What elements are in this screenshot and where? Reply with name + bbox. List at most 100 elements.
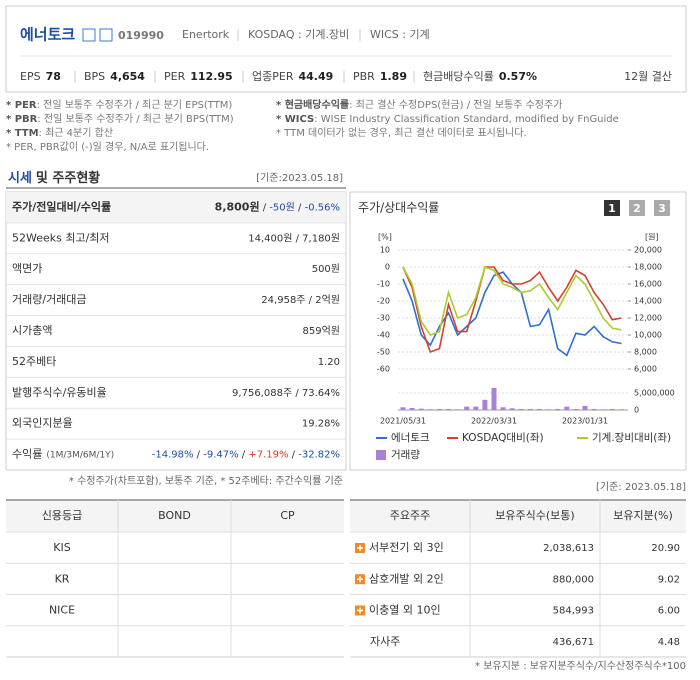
note: * TTM: 최근 4분기 합산 [6,127,113,139]
row-label: 수익률 (1M/3M/6M/1Y) [12,448,114,461]
series-line [402,266,622,354]
volume-bar [555,408,561,410]
shareholder-name: 자사주 [370,635,400,648]
volume-bar [509,408,515,410]
section-title: 시세 및 주주현황 [8,170,100,186]
credit-cell: KR [55,572,70,585]
volume-bar [418,408,424,410]
y-tick-label: 10 [380,246,390,255]
volume-bar [446,408,451,410]
table-header: 신용등급 [42,509,82,522]
label: 발행주식수/유동비율 [12,386,107,399]
note-desc: : 전일 보통주 수정주가 / 최근 분기 EPS(TTM) [37,99,233,111]
volume-bar [573,408,579,410]
row-label: 거래량/거래대금 [12,293,87,306]
volume-bar [618,409,624,410]
table-header: BOND [158,509,191,522]
note-desc: : 전일 보통주 수정주가 / 최근 분기 BPS(TTM) [37,113,233,125]
volume-bar [436,408,442,410]
y-unit: [%] [378,233,392,242]
row-value: 859억원 [303,325,341,337]
y-tick-label: -10 [377,280,390,289]
button-label: 2 [633,202,641,215]
note-term: * PBR [6,114,38,125]
quote-footnote: * 수정주가(차트포함), 보통주 기준, * 52주베타: 주간수익률 기준 [69,475,343,487]
table-header-bg [350,500,686,532]
shareholder-footnote: * 보유지분 : 보유지분주식수/지수산정주식수*100 [475,660,686,672]
expand-icon[interactable] [355,574,365,585]
value-part: +7.19% [248,450,288,461]
expand-icon[interactable] [355,605,365,616]
volume-bar [609,408,615,410]
row-value: 8,800원 / -50원 / -0.56% [215,199,340,213]
shareholder-pct: 6.00 [658,606,680,617]
expand-icon[interactable] [355,543,365,553]
y2-unit: [원] [645,233,659,242]
shareholder-shares: 880,000 [553,574,594,585]
table-header: 주요주주 [390,509,430,522]
metric-label: PER [164,70,186,83]
label: 거래량/거래대금 [12,293,87,306]
series-line [402,265,622,336]
metric-label: PBR [353,70,375,83]
value-part: -9.47% [203,450,238,461]
note-term: * TTM [6,128,39,139]
volume-bar [400,407,406,410]
value-part: -14.98% [152,450,194,461]
row-value: 500원 [312,263,340,275]
icon-ir[interactable] [99,28,113,42]
volume-bar [464,406,470,410]
title-rest: 및 주주현황 [36,170,100,186]
value-part: / [289,450,299,461]
value-part: / [239,450,249,461]
icon-home[interactable] [82,28,96,42]
chart-button[interactable]: 3 [654,200,670,216]
y-tick-label: -30 [377,314,390,323]
volume-bar [482,399,488,410]
value-part: 8,800원 [215,199,260,213]
label: 시가총액 [12,324,52,337]
volume-bar [600,409,606,410]
volume-bar [427,409,433,410]
credit-cell: KIS [53,541,70,554]
shareholder-shares: 2,038,613 [543,543,594,554]
volume-bar [564,406,570,410]
row-label: 발행주식수/유동비율 [12,386,107,399]
quote-table [5,191,347,471]
button-label: 1 [608,202,616,215]
y2-tick-label: 20,000 [634,246,662,255]
chart-button[interactable]: 1 [604,200,620,216]
volume-bar [591,408,597,410]
chart-button[interactable]: 2 [629,200,645,216]
note-desc: : 최근 4분기 합산 [39,127,113,139]
shareholder-name: 이충열 외 10인 [369,604,441,617]
shareholder-pct: 20.90 [651,543,680,554]
volume-tick-label: 5,000,000 [634,389,675,398]
y2-tick-label: 8,000 [634,348,657,357]
note-term: * PER [6,100,37,111]
company-code: 019990 [118,29,164,42]
legend-label: KOSDAQ대비(좌) [462,432,544,444]
row-label: 52주베타 [12,355,56,368]
value-part: -32.82% [298,450,340,461]
shareholder-shares: 584,993 [553,606,594,617]
shareholder-name: 서부전기 외 3인 [369,541,444,554]
value-part: 9,756,088주 / 73.64% [232,388,340,399]
note-term: * TTM 데이터가 없는 경우, 최근 결산 데이터로 표시됩니다. [276,126,527,139]
y-tick-label: -20 [377,297,390,306]
note: * 현금배당수익률: 최근 결산 수정DPS(현금) / 전일 보통주 수정주가 [276,98,562,111]
volume-bar [527,408,533,410]
note-term: * WICS [276,114,314,125]
volume-bar [582,405,588,410]
row-label: 52Weeks 최고/최저 [12,231,110,244]
y-tick-label: 0 [385,263,390,272]
settlement: 12월 결산 [624,70,672,83]
metric-value: 4,654 [110,70,145,83]
row-value: 19.28% [302,419,340,430]
note: * WICS: WISE Industry Classification Sta… [276,114,619,125]
row-label: 외국인지분율 [12,417,73,430]
note: * PER: 전일 보통주 수정주가 / 최근 분기 EPS(TTM) [6,99,232,111]
label: 52Weeks 최고/최저 [12,231,110,244]
value-part: -50원 [269,201,295,213]
legend-label: 기계.장비대비(좌) [592,432,671,444]
